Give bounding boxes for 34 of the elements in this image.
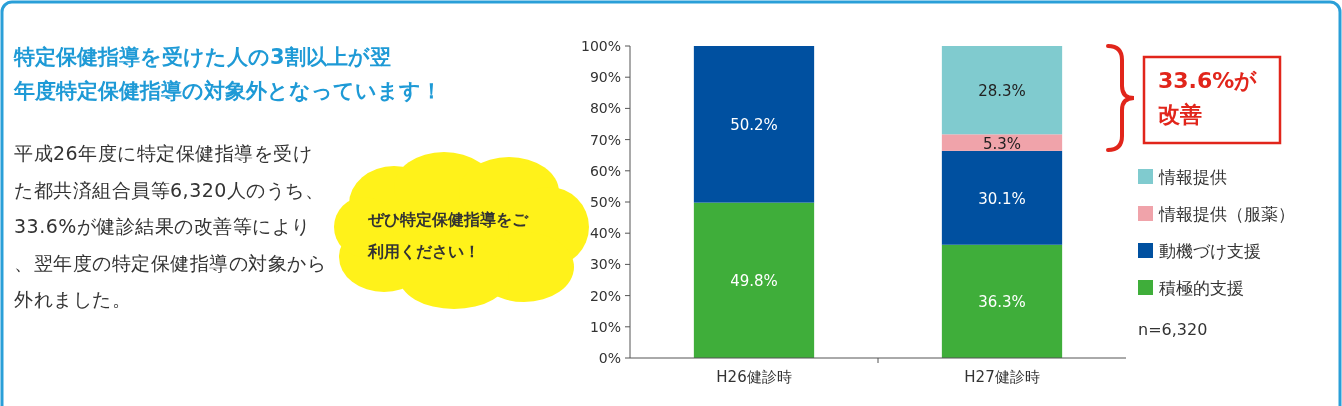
y-tick-label: 80% [589, 100, 621, 117]
data-label: 5.3% [982, 134, 1022, 153]
y-tick-label: 10% [589, 318, 621, 335]
text: ぜひ特定保健指導をご利用ください！ [367, 210, 529, 261]
y-tick-label: 100% [580, 38, 621, 54]
legend-label: 動機づけ支援 [1159, 241, 1261, 261]
y-tick-label: 90% [589, 69, 621, 86]
bar [693, 202, 815, 358]
y-tick-label: 30% [589, 256, 621, 273]
legend-label: 情報提供 [1158, 167, 1227, 187]
x-tick-label: H27健診時 [964, 368, 1040, 386]
y-tick-label: 0% [598, 350, 621, 366]
bar [941, 150, 1063, 245]
data-label: 49.8% [730, 272, 778, 291]
data-label: 36.3% [978, 293, 1026, 312]
data-label: 50.2% [730, 116, 778, 135]
x-tick-label: H26健診時 [716, 368, 792, 386]
bar [693, 46, 815, 203]
text: n=6,320 [1138, 320, 1208, 339]
bar [941, 244, 1063, 358]
legend-label: 情報提供（服薬） [1158, 204, 1295, 224]
bar [941, 134, 1063, 151]
legend-label: 積極的支援 [1159, 278, 1244, 298]
text: 平成26年度に特定保健指導を受けた都共済組合員等6,320人のうち、33.6%が健診結果の改善等により、翌年度の特定保健指導の対象から外れました。 [14, 142, 326, 310]
data-label: 28.3% [978, 82, 1026, 101]
bar [941, 46, 1063, 135]
y-tick-label: 60% [589, 162, 621, 179]
y-tick-label: 50% [589, 194, 621, 210]
y-tick-label: 20% [589, 287, 621, 304]
data-label: 30.1% [978, 189, 1026, 208]
y-tick-label: 70% [589, 131, 621, 148]
text: 33.6%が改善 [1158, 68, 1258, 127]
text: 特定保健指導を受けた人の3割以上が翌年度特定保健指導の対象外となっています！ [13, 45, 442, 103]
y-tick-label: 40% [589, 225, 621, 242]
